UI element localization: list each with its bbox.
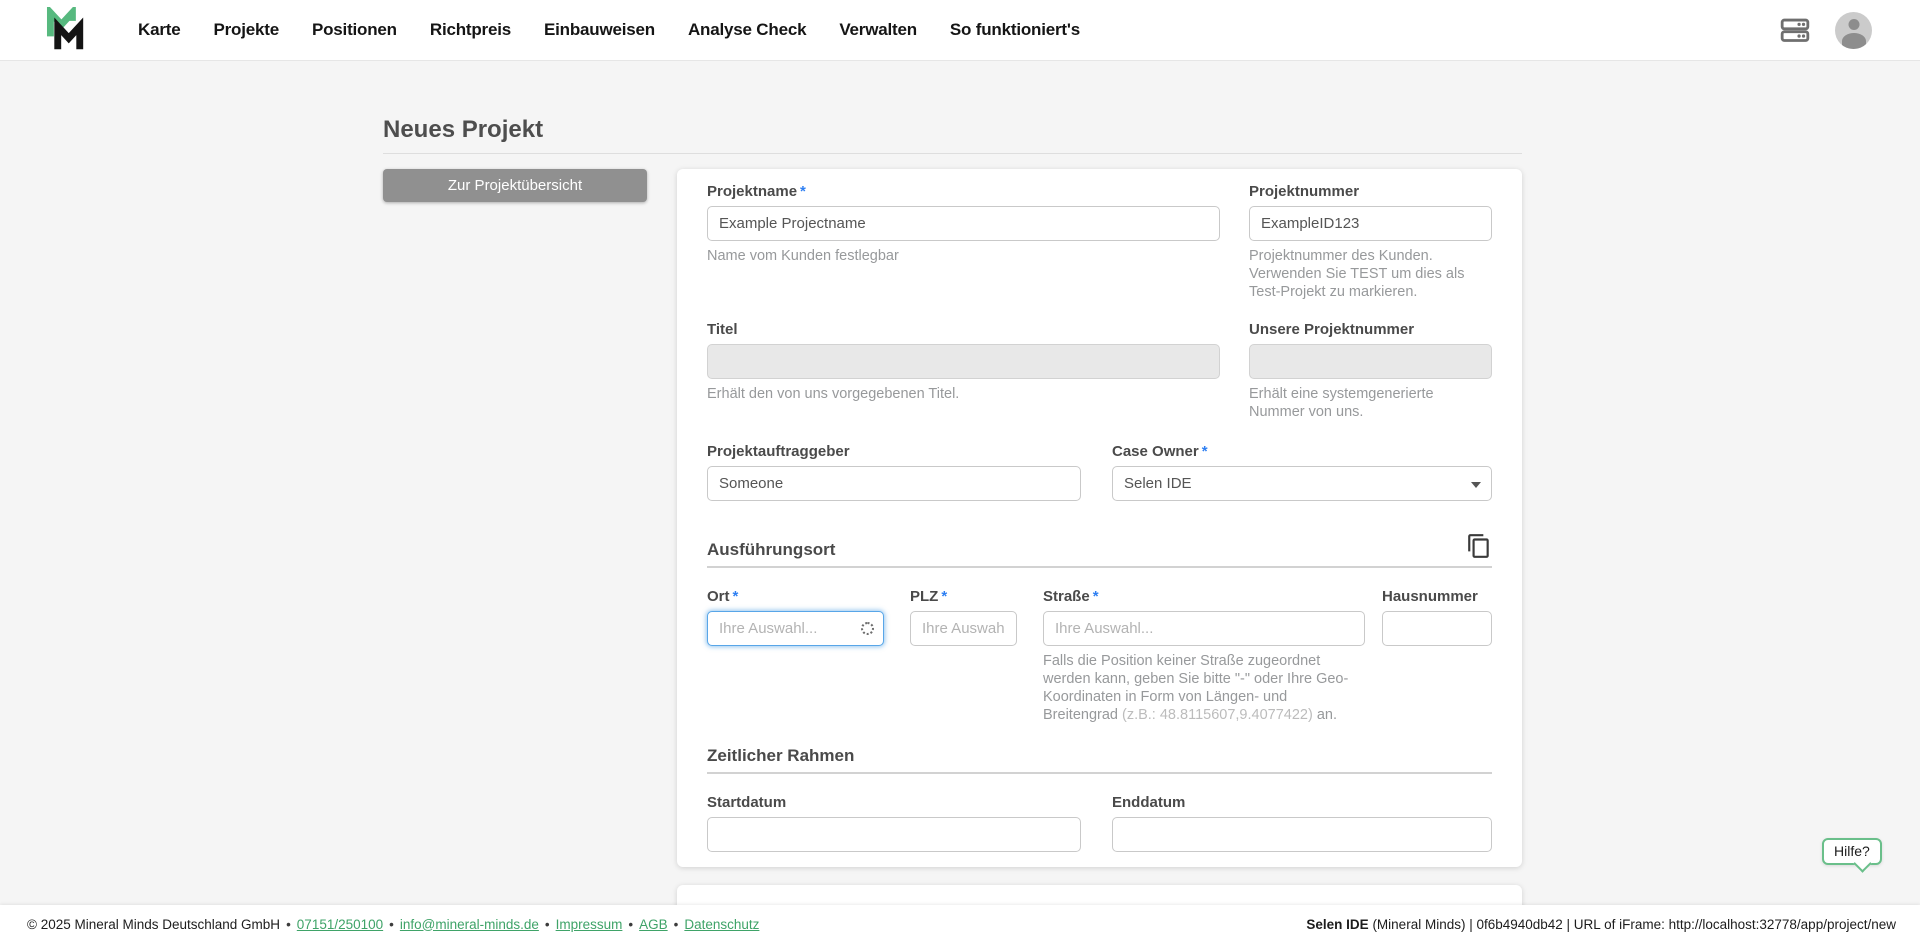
projektname-label: Projektname *	[707, 183, 806, 200]
required-asterisk: *	[732, 588, 739, 605]
strasse-input[interactable]	[1043, 611, 1365, 646]
back-to-projects-button[interactable]: Zur Projektübersicht	[383, 169, 647, 202]
nav-item-richtpreis[interactable]: Richtpreis	[429, 20, 512, 39]
nav-item-positionen[interactable]: Positionen	[311, 20, 397, 39]
form-row-name-number: Projektname* Name vom Kunden festlegbar …	[707, 183, 1492, 301]
footer-session-info: Selen IDE (Mineral Minds) | 0f6b4940db42…	[1306, 917, 1896, 932]
unsere-projektnummer-input	[1249, 344, 1492, 379]
footer-copyright: © 2025 Mineral Minds Deutschland GmbH	[27, 916, 281, 932]
titel-helper: Erhält den von uns vorgegebenen Titel.	[707, 386, 960, 402]
plz-label: PLZ *	[910, 588, 948, 605]
footer-link-agb[interactable]: AGB	[639, 916, 668, 932]
strasse-helper: Falls die Position keiner Straße zugeord…	[1043, 653, 1349, 723]
new-project-form-card: Projektname* Name vom Kunden festlegbar …	[677, 169, 1522, 867]
ausfuehrungsort-title: Ausführungsort	[707, 540, 836, 559]
enddatum-label: Enddatum	[1112, 794, 1186, 811]
required-asterisk: *	[1201, 443, 1208, 460]
footer-user-name: Selen IDE	[1306, 916, 1369, 932]
form-row-dates: Startdatum Enddatum	[707, 794, 1492, 852]
startdatum-input[interactable]	[707, 817, 1081, 852]
chevron-down-icon	[1471, 482, 1481, 488]
nav-item-verwalten[interactable]: Verwalten	[839, 20, 917, 39]
case-owner-selected-value: Selen IDE	[1124, 475, 1192, 492]
nav-item-so-funktionierts[interactable]: So funktioniert's	[949, 20, 1080, 39]
form-row-titel-number: Titel Erhält den von uns vorgegebenen Ti…	[707, 321, 1492, 421]
projektname-input[interactable]	[707, 206, 1220, 241]
footer-session-details: (Mineral Minds) | 0f6b4940db42 | URL of …	[1368, 916, 1896, 932]
nav-item-projekte[interactable]: Projekte	[213, 20, 279, 39]
strasse-label: Straße *	[1043, 588, 1099, 605]
titel-input	[707, 344, 1220, 379]
case-owner-label: Case Owner *	[1112, 443, 1208, 460]
projektnummer-input[interactable]	[1249, 206, 1492, 241]
footer-link-email[interactable]: info@mineral-minds.de	[399, 916, 539, 932]
form-row-address: Ort* PLZ* Straße* Falls die Position kei…	[707, 588, 1492, 724]
copy-icon	[1467, 534, 1489, 558]
projektauftraggeber-input[interactable]	[707, 466, 1081, 501]
main-nav: Karte Projekte Positionen Richtpreis Ein…	[138, 20, 1080, 40]
ort-label: Ort *	[707, 588, 739, 605]
startdatum-label: Startdatum	[707, 794, 787, 811]
page-title: Neues Projekt	[383, 116, 544, 143]
unsere-projektnummer-label: Unsere Projektnummer	[1249, 321, 1415, 338]
help-bubble-button[interactable]: Hilfe?	[1822, 838, 1882, 865]
top-navigation-bar: Karte Projekte Positionen Richtpreis Ein…	[0, 0, 1920, 61]
titel-label: Titel	[707, 321, 738, 338]
projektnummer-label: Projektnummer	[1249, 183, 1360, 200]
user-avatar-icon[interactable]	[1835, 11, 1872, 49]
required-asterisk: *	[941, 588, 948, 605]
nav-item-analyse-check[interactable]: Analyse Check	[687, 20, 807, 39]
hausnummer-input[interactable]	[1382, 611, 1492, 646]
header-actions	[1779, 11, 1872, 49]
nav-item-einbauweisen[interactable]: Einbauweisen	[544, 20, 655, 39]
hausnummer-label: Hausnummer	[1382, 588, 1478, 605]
unsere-projektnummer-helper: Erhält eine systemgenerierte Nummer von …	[1249, 386, 1434, 420]
section-zeitlicher-rahmen: Zeitlicher Rahmen	[707, 746, 1492, 774]
loading-spinner-icon	[861, 622, 874, 635]
footer-bar: © 2025 Mineral Minds Deutschland GmbH • 07…	[0, 905, 1920, 943]
form-row-auftraggeber-owner: Projektauftraggeber Case Owner* Selen ID…	[707, 443, 1492, 501]
title-divider	[383, 153, 1522, 154]
zeitlicher-rahmen-title: Zeitlicher Rahmen	[707, 746, 855, 765]
nav-item-karte[interactable]: Karte	[138, 20, 181, 39]
server-icon[interactable]	[1779, 16, 1811, 44]
projektnummer-helper: Projektnummer des Kunden. Verwenden Sie …	[1249, 248, 1465, 300]
projektname-helper: Name vom Kunden festlegbar	[707, 248, 899, 264]
required-asterisk: *	[1092, 588, 1099, 605]
next-form-card-peek	[677, 885, 1522, 905]
section-ausfuehrungsort: Ausführungsort	[707, 533, 1492, 568]
projektauftraggeber-label: Projektauftraggeber	[707, 443, 850, 460]
ort-input[interactable]	[707, 611, 884, 646]
required-asterisk: *	[800, 183, 806, 200]
footer-link-phone[interactable]: 07151/250100	[296, 916, 384, 932]
mineral-minds-logo-icon[interactable]	[44, 7, 88, 53]
plz-input[interactable]	[910, 611, 1017, 646]
footer-link-datenschutz[interactable]: Datenschutz	[684, 916, 760, 932]
case-owner-select[interactable]: Selen IDE	[1112, 466, 1492, 501]
copy-address-button[interactable]	[1465, 533, 1492, 560]
enddatum-input[interactable]	[1112, 817, 1492, 852]
footer-left: © 2025 Mineral Minds Deutschland GmbH • 07…	[27, 916, 760, 932]
main-content: Neues Projekt Zur Projektübersicht Proje…	[0, 61, 1920, 905]
footer-link-impressum[interactable]: Impressum	[555, 916, 623, 932]
